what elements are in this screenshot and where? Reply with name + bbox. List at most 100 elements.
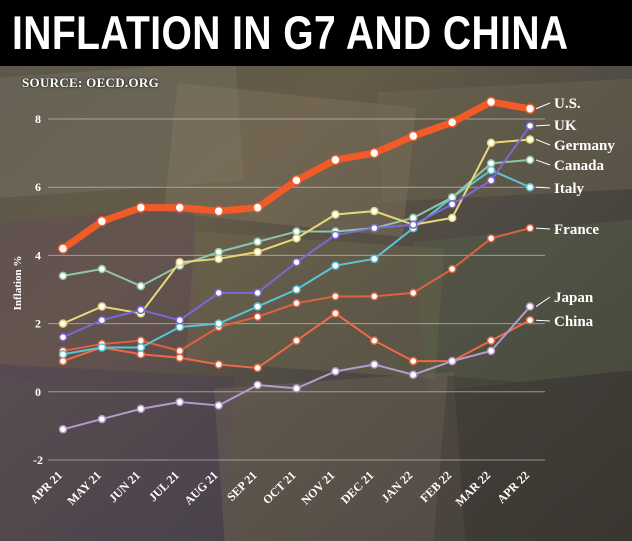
x-tick-label: JUL 21 (146, 468, 182, 504)
data-point-canada (136, 281, 146, 291)
data-point-china (409, 356, 418, 366)
leader-line-china (535, 319, 551, 322)
x-tick-label: SEP 21 (224, 468, 260, 504)
data-point-china (253, 363, 262, 373)
y-tick-label: 2 (35, 317, 41, 331)
leader-line-italy (535, 186, 551, 189)
y-tick-label: 4 (35, 248, 41, 262)
data-point-us (252, 202, 263, 213)
x-tick-label: DEC 21 (338, 468, 376, 506)
series-labels: U.S. UK Germany Canada Italy France Japan China (535, 96, 615, 330)
data-point-canada (292, 227, 301, 236)
data-point-france (370, 292, 379, 301)
data-point-france (136, 336, 146, 345)
data-point-italy (486, 165, 496, 175)
data-point-canada (447, 193, 457, 202)
leader-line-france (535, 227, 551, 230)
series-japan (58, 302, 535, 434)
leader-line-us (535, 102, 551, 110)
data-point-germany (331, 210, 340, 219)
data-point-japan (175, 397, 184, 407)
data-point-us (369, 147, 380, 159)
series-label-uk: UK (554, 118, 577, 134)
data-point-uk (136, 305, 146, 315)
y-axis-label: Inflation % (12, 256, 24, 311)
x-tick-label: FEB 22 (417, 468, 454, 505)
series-us (57, 96, 536, 254)
data-point-uk (409, 220, 418, 229)
data-point-japan (525, 302, 535, 311)
data-point-uk (486, 176, 496, 185)
data-point-canada (409, 213, 418, 223)
x-tick-label: APR 21 (27, 468, 65, 506)
data-point-us (408, 130, 419, 142)
series-label-france: France (554, 222, 599, 238)
data-point-germany (292, 234, 301, 243)
x-tick-label: NOV 21 (298, 468, 337, 507)
data-point-canada (97, 264, 107, 274)
data-point-italy (175, 322, 184, 332)
x-tick-label: JUN 21 (106, 468, 143, 505)
y-axis-ticks: -2 0 2 4 6 8 (33, 112, 43, 467)
x-axis-ticks: APR 21 MAY 21 JUN 21 JUL 21 AUG 21 SEP 21 OCT … (27, 468, 532, 509)
data-point-china (292, 336, 301, 345)
data-point-france (292, 298, 301, 308)
data-point-france (486, 234, 496, 243)
data-point-germany (175, 257, 184, 267)
data-point-us (96, 216, 108, 227)
data-point-japan (409, 370, 418, 379)
x-tick-label: OCT 21 (260, 468, 299, 507)
data-point-france (331, 292, 340, 301)
data-point-japan (447, 356, 457, 366)
source-label: SOURCE: OECD.ORG (22, 75, 159, 90)
leader-line-uk (535, 124, 551, 127)
data-point-japan (136, 404, 146, 414)
chart-title: INFLATION IN G7 AND CHINA (12, 6, 569, 59)
series-label-canada: Canada (554, 158, 605, 174)
y-tick-label: 6 (35, 180, 41, 194)
leader-line-japan (535, 296, 551, 307)
leader-line-germany (535, 138, 551, 146)
data-point-japan (331, 367, 340, 376)
x-tick-label: MAR 22 (452, 468, 493, 509)
data-point-china (58, 356, 68, 366)
data-point-china (486, 336, 496, 345)
data-point-japan (486, 346, 496, 356)
data-point-germany (525, 135, 535, 144)
x-tick-label: AUG 21 (181, 468, 220, 507)
data-point-us (174, 202, 185, 213)
data-point-uk (331, 230, 340, 240)
series-line-japan (62, 305, 531, 431)
data-point-france (253, 312, 262, 322)
data-point-uk (370, 223, 379, 233)
title-bar (0, 0, 632, 66)
x-tick-label: MAY 21 (64, 468, 104, 508)
data-point-china (136, 350, 146, 359)
data-point-germany (486, 138, 496, 148)
data-point-us (291, 175, 302, 186)
data-point-uk (253, 288, 262, 298)
y-tick-label: 0 (35, 385, 41, 399)
data-point-uk (447, 200, 457, 209)
data-point-italy (97, 343, 107, 352)
data-point-france (175, 346, 184, 356)
data-point-japan (370, 360, 379, 369)
data-point-china (331, 309, 340, 318)
data-point-germany (370, 206, 379, 216)
data-point-canada (58, 271, 68, 281)
data-point-uk (525, 121, 535, 131)
data-point-germany (447, 213, 457, 223)
series-label-japan: Japan (554, 290, 594, 306)
series-label-italy: Italy (554, 181, 585, 197)
data-point-china (175, 353, 184, 362)
x-tick-label: JAN 22 (378, 468, 415, 505)
data-point-canada (486, 159, 496, 168)
series-label-china: China (554, 314, 594, 330)
data-point-us (524, 103, 536, 115)
data-point-uk (175, 315, 184, 325)
data-point-canada (525, 155, 535, 165)
data-point-france (525, 223, 535, 233)
series-label-us: U.S. (554, 96, 581, 112)
y-tick-label: -2 (33, 453, 43, 467)
